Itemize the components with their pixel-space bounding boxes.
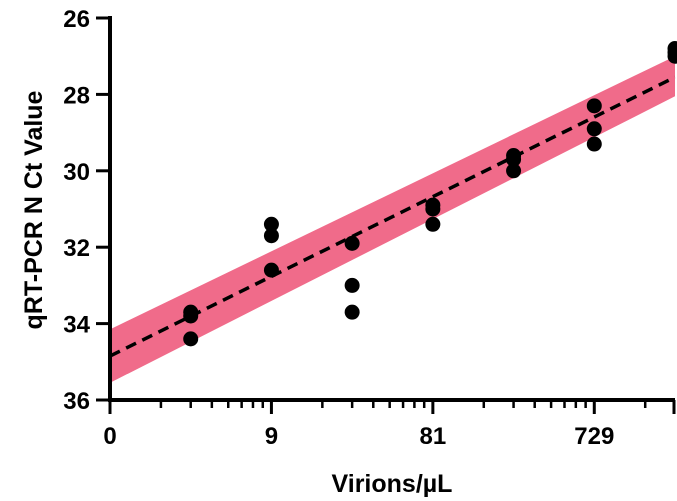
data-point [586,98,602,114]
fit-line-layer [109,75,676,358]
axes-layer [108,16,675,402]
y-axis-ticks: 26 28 30 32 34 36 [63,6,110,415]
data-point [506,151,522,167]
data-point [263,228,279,244]
data-point [506,163,522,179]
x-tick-label: 81 [420,423,447,450]
y-tick-label: 36 [63,388,90,415]
y-tick-label: 30 [63,159,90,186]
data-point [183,308,199,324]
x-tick-label: 0 [103,423,116,450]
y-tick-label: 28 [63,82,90,109]
data-point [263,216,279,232]
data-point [263,262,279,278]
x-axis-title: Virions/µL [332,470,453,498]
data-point [586,136,602,152]
confidence-band [110,56,675,383]
y-tick-label: 34 [63,312,90,339]
data-points-layer [183,41,677,347]
regression-fit-line [109,75,676,358]
data-point [586,121,602,137]
data-point [425,201,441,217]
y-axis-title: qRT-PCR N Ct Value [20,90,48,329]
data-point [344,277,360,293]
confidence-band-layer [110,56,675,383]
data-point [344,235,360,251]
data-point [344,304,360,320]
data-point [667,48,677,64]
x-tick-label: 9 [265,423,278,450]
y-tick-label: 32 [63,235,90,262]
x-axis-ticks: 0 9 81 729 [103,400,676,450]
y-tick-label: 26 [63,6,90,33]
data-point [183,331,199,347]
x-tick-label: 729 [574,423,614,450]
data-point [425,216,441,232]
